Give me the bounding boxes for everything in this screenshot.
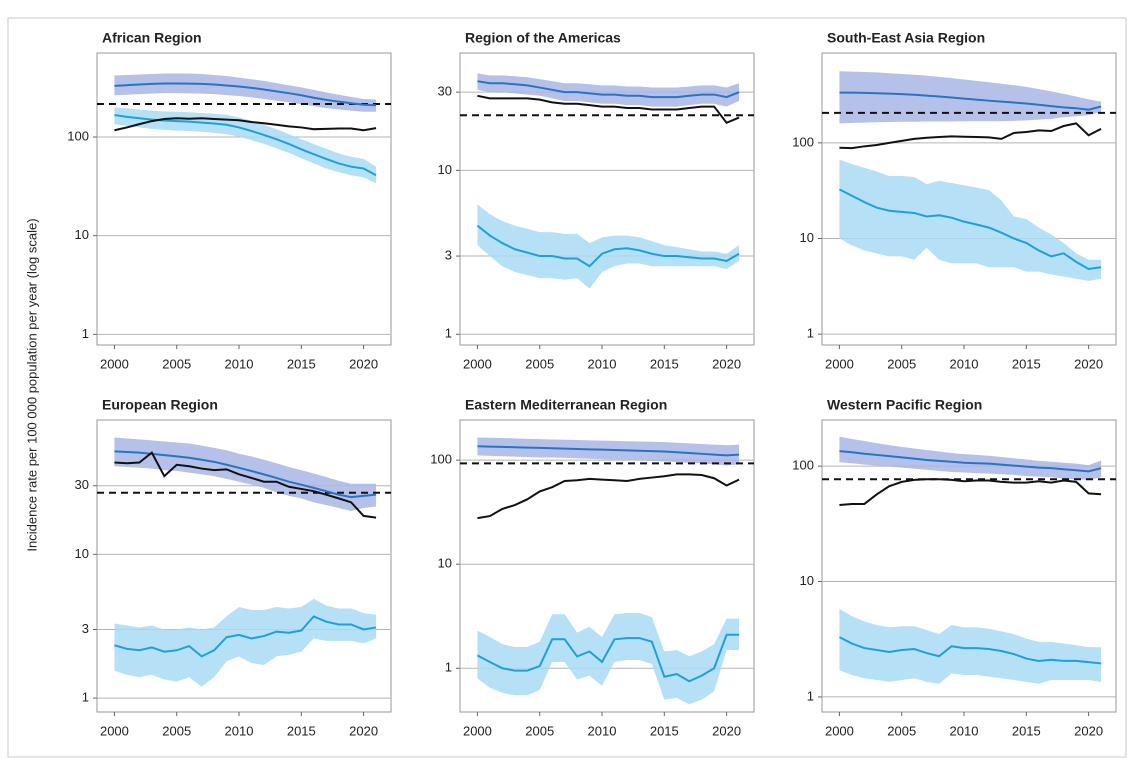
x-tick-label: 2010 <box>588 356 617 371</box>
uncertainty-band <box>839 608 1102 684</box>
panel-title: European Region <box>102 397 218 413</box>
x-tick-label: 2020 <box>349 356 378 371</box>
x-tick-label: 2015 <box>650 723 679 738</box>
series-line <box>839 450 1102 473</box>
y-tick-label: 10 <box>800 573 814 588</box>
x-tick-label: 2010 <box>950 723 979 738</box>
x-tick-label: 2015 <box>287 723 316 738</box>
y-tick-label: 100 <box>792 134 814 149</box>
y-tick-label: 1 <box>82 326 89 341</box>
x-tick-label: 2005 <box>887 356 916 371</box>
x-tick-label: 2015 <box>1012 723 1041 738</box>
y-tick-label: 100 <box>67 128 89 143</box>
panel-title: Western Pacific Region <box>827 397 982 413</box>
series-line <box>477 94 740 125</box>
y-tick-label: 10 <box>438 556 452 571</box>
x-tick-label: 2005 <box>887 723 916 738</box>
panel-title: South-East Asia Region <box>827 30 985 46</box>
x-tick-label: 2005 <box>525 723 554 738</box>
series-line <box>114 451 377 519</box>
x-tick-label: 2005 <box>525 356 554 371</box>
series-line <box>838 188 1102 271</box>
series-line <box>838 636 1102 665</box>
series-line <box>477 445 740 457</box>
x-tick-label: 2020 <box>349 723 378 738</box>
panel-title: African Region <box>102 30 202 46</box>
uncertainty-band <box>477 612 740 705</box>
y-tick-label: 3 <box>82 621 89 636</box>
y-tick-label: 10 <box>438 162 452 177</box>
x-tick-label: 2010 <box>225 356 254 371</box>
x-tick-label: 2000 <box>463 723 492 738</box>
x-tick-label: 2015 <box>1012 356 1041 371</box>
series-line <box>839 91 1102 111</box>
series-line <box>477 80 740 99</box>
y-tick-label: 3 <box>445 247 452 262</box>
series-line <box>114 615 377 658</box>
uncertainty-band <box>477 204 740 289</box>
series-line <box>839 478 1102 507</box>
x-tick-label: 2010 <box>588 723 617 738</box>
series-line <box>114 82 377 107</box>
series-line <box>476 224 740 268</box>
y-tick-label: 30 <box>438 84 452 99</box>
series-line <box>839 122 1102 150</box>
y-tick-label: 1 <box>82 690 89 705</box>
y-axis-label: Incidence rate per 100 000 population pe… <box>24 218 39 551</box>
x-tick-label: 2000 <box>100 356 129 371</box>
x-tick-label: 2020 <box>1074 723 1103 738</box>
y-tick-label: 1 <box>807 326 814 341</box>
series-line <box>114 450 377 499</box>
uncertainty-band <box>839 436 1102 480</box>
series-line <box>477 473 740 520</box>
panel-title: Region of the Americas <box>465 30 621 46</box>
x-tick-label: 2000 <box>463 356 492 371</box>
x-tick-label: 2020 <box>712 356 741 371</box>
x-tick-label: 2015 <box>650 356 679 371</box>
uncertainty-band <box>477 73 740 107</box>
x-tick-label: 2010 <box>225 723 254 738</box>
x-tick-label: 2005 <box>162 356 191 371</box>
y-tick-label: 10 <box>75 227 89 242</box>
y-tick-label: 1 <box>445 326 452 341</box>
x-tick-label: 2000 <box>825 356 854 371</box>
figure-frame <box>7 17 1127 758</box>
uncertainty-band <box>114 107 377 184</box>
y-tick-label: 1 <box>807 688 814 703</box>
y-tick-label: 100 <box>430 452 452 467</box>
y-tick-label: 10 <box>75 546 89 561</box>
x-tick-label: 2020 <box>712 723 741 738</box>
panel-title: Eastern Mediterranean Region <box>465 397 667 413</box>
y-tick-label: 30 <box>75 477 89 492</box>
x-tick-label: 2020 <box>1074 356 1103 371</box>
x-tick-label: 2015 <box>287 356 316 371</box>
x-tick-label: 2000 <box>825 723 854 738</box>
uncertainty-band <box>477 437 740 466</box>
series-line <box>114 117 377 132</box>
x-tick-label: 2005 <box>162 723 191 738</box>
y-tick-label: 1 <box>445 660 452 675</box>
uncertainty-band <box>839 71 1102 124</box>
series-line <box>476 633 740 683</box>
uncertainty-band <box>839 159 1102 281</box>
x-tick-label: 2010 <box>950 356 979 371</box>
x-tick-label: 2000 <box>100 723 129 738</box>
y-tick-label: 100 <box>792 458 814 473</box>
y-tick-label: 10 <box>800 230 814 245</box>
